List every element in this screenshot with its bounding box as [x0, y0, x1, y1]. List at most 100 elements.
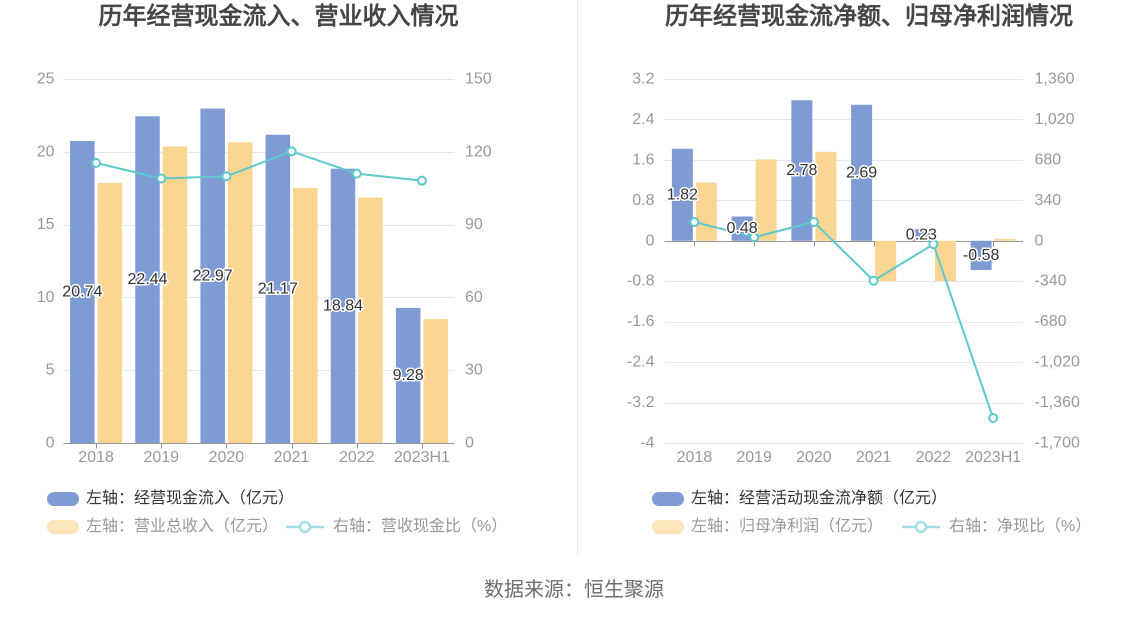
- x-category-label: 2019: [736, 449, 772, 466]
- line-marker-2021: [286, 146, 297, 157]
- bar-series1-2019: [755, 159, 777, 241]
- bar-series1-2018: [97, 182, 123, 443]
- left-axis-label: 0: [646, 232, 655, 249]
- right-axis-label: -1,020: [1035, 354, 1080, 371]
- left-axis-label: -0.8: [627, 273, 655, 290]
- bar-series0-2022: [330, 168, 356, 443]
- bar-series0-2021: [265, 134, 291, 443]
- chart-net-cashflow-profit: 历年经营现金流净额、归母净利润情况 1.82 0.48 2.78 2.69 0.23 -0…: [574, 0, 1148, 558]
- bar-series0-2021: [851, 104, 873, 241]
- legend-line-marker-icon: [902, 520, 941, 534]
- left-chart-plot: 20.74 22.44 22.97 21.17 18.84 9.28 25 20 15 10 5 0 1…: [37, 71, 492, 467]
- bar-series1-2021: [293, 187, 318, 443]
- left-axis-label: 15: [37, 216, 55, 233]
- data-source-text: 数据来源：恒生聚源: [484, 579, 664, 601]
- line-marker-2020: [808, 216, 819, 227]
- right-axis-label: 60: [465, 289, 483, 306]
- bar-value-label: 1.82: [667, 186, 698, 203]
- right-axis-label: 680: [1035, 151, 1062, 168]
- right-axis-label: -1,700: [1035, 435, 1080, 452]
- left-chart-title: 历年经营现金流入、营业收入情况: [98, 3, 459, 30]
- line-marker-2022: [351, 168, 362, 179]
- left-axis-label: 20: [37, 143, 55, 160]
- left-chart-legend-row-2: 左轴：营业总收入（亿元） 右轴：营收现金比（%）: [47, 519, 507, 535]
- right-axis-label: 340: [1035, 192, 1062, 209]
- right-axis-label: 150: [465, 71, 492, 88]
- bar-value-label: 20.74: [62, 284, 102, 301]
- left-axis-label: 10: [37, 289, 55, 306]
- bar-value-label: 2.78: [786, 162, 817, 179]
- bar-series1-2021: [875, 240, 897, 282]
- bar-value-label: 0.23: [906, 226, 937, 243]
- x-category-label: 2023H1: [965, 449, 1021, 466]
- bar-value-label: 9.28: [393, 367, 424, 384]
- line-marker-2021: [868, 275, 879, 286]
- left-axis-label: -3.2: [627, 394, 655, 411]
- bar-series0-2022: [910, 229, 932, 241]
- right-chart-plot: 1.82 0.48 2.78 2.69 0.23 -0.58 3.2 2.4 1.6 0.8 0 -0…: [627, 71, 1080, 467]
- legend-label-total-revenue: 左轴：营业总收入（亿元）: [86, 518, 279, 535]
- left-axis-label: 2.4: [632, 111, 654, 128]
- right-axis-label: 30: [465, 362, 483, 379]
- line-marker-2018: [689, 216, 700, 227]
- bar-series1-2023H1: [994, 238, 1016, 241]
- bar-series0-2020: [200, 108, 225, 444]
- ratio-line: [95, 150, 423, 182]
- bar-value-label: 18.84: [323, 297, 363, 314]
- left-axis-label: 3.2: [632, 71, 654, 88]
- left-axis-label: -4: [640, 435, 654, 452]
- line-marker-2019: [749, 232, 760, 243]
- legend-line-marker-icon: [286, 520, 325, 534]
- right-axis-label: 90: [465, 216, 483, 233]
- legend-label-net-profit: 左轴：归母净利润（亿元）: [691, 518, 884, 535]
- line-marker-2023H1: [416, 175, 427, 186]
- legend-label-net-cash-ratio: 右轴：净现比（%）: [949, 518, 1092, 535]
- bar-series1-2019: [162, 146, 188, 444]
- legend-swatch-net-profit: [652, 520, 684, 534]
- left-axis-label: 25: [37, 71, 55, 88]
- line-marker-2022: [928, 239, 939, 250]
- x-category-label: 2022: [339, 449, 375, 466]
- bar-value-label: 21.17: [258, 280, 298, 297]
- bar-series0-2023H1: [395, 307, 421, 443]
- right-axis-label: 1,020: [1035, 111, 1075, 128]
- line-marker-2019: [156, 173, 167, 184]
- bar-value-label: 2.69: [846, 164, 877, 181]
- bar-series0-2019: [135, 116, 160, 444]
- x-category-label: 2021: [856, 449, 892, 466]
- legend-swatch-cash-inflow: [47, 491, 79, 506]
- left-axis-label: 5: [46, 362, 55, 379]
- right-chart-title: 历年经营现金流净额、归母净利润情况: [665, 3, 1073, 30]
- bar-value-label: 22.44: [127, 271, 167, 288]
- bar-value-label: 0.48: [727, 220, 758, 237]
- right-axis-label: 0: [465, 435, 474, 452]
- left-axis-label: -2.4: [627, 354, 655, 371]
- legend-swatch-total-revenue: [47, 520, 79, 534]
- x-category-label: 2020: [796, 449, 832, 466]
- line-marker-2020: [221, 171, 232, 182]
- chart-cash-inflow-revenue: 历年经营现金流入、营业收入情况 20.74 22.44 22.97 21.17 18.8…: [0, 0, 574, 558]
- left-axis-label: -1.6: [627, 313, 655, 330]
- x-category-label: 2019: [143, 449, 179, 466]
- x-category-label: 2023H1: [394, 449, 450, 466]
- legend-label-cash-inflow: 左轴：经营现金流入（亿元）: [86, 489, 295, 507]
- legend-swatch-net-cashflow: [652, 491, 684, 506]
- right-axis-label: -340: [1035, 273, 1067, 290]
- legend-label-cash-revenue-ratio: 右轴：营收现金比（%）: [333, 518, 508, 535]
- x-category-label: 2018: [78, 449, 114, 466]
- right-axis-label: -680: [1035, 313, 1067, 330]
- right-axis-label: -1,360: [1035, 394, 1080, 411]
- ratio-line: [694, 220, 995, 419]
- x-category-label: 2021: [274, 449, 310, 466]
- x-category-label: 2020: [209, 449, 245, 466]
- bar-series1-2022: [358, 197, 383, 443]
- left-axis-label: 1.6: [632, 151, 654, 168]
- bar-series1-2020: [815, 151, 837, 241]
- left-axis-label: 0.8: [632, 192, 654, 209]
- line-marker-2018: [91, 157, 102, 168]
- right-axis-label: 1,360: [1035, 71, 1075, 88]
- right-chart-legend-row-1: 左轴：经营活动现金流净额（亿元）: [652, 489, 948, 507]
- right-chart-legend-row-2: 左轴：归母净利润（亿元） 右轴：净现比（%）: [652, 519, 1091, 535]
- line-marker-2023H1: [988, 413, 999, 424]
- legend-label-net-cashflow: 左轴：经营活动现金流净额（亿元）: [691, 489, 948, 507]
